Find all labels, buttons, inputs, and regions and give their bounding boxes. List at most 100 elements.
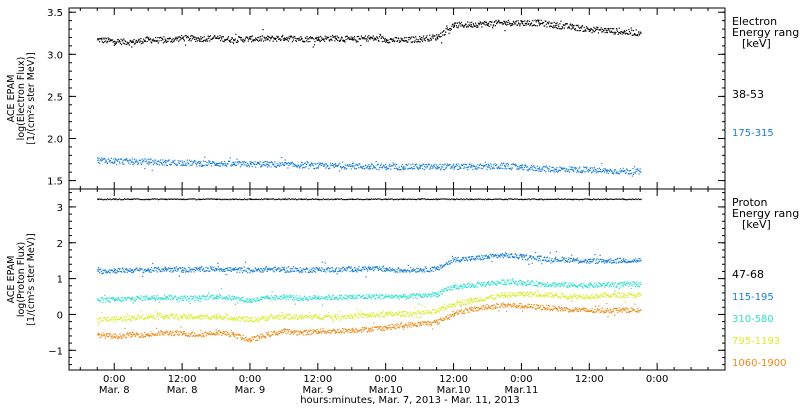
data-point xyxy=(540,170,542,172)
data-point xyxy=(259,38,261,40)
data-point xyxy=(578,171,580,173)
data-point xyxy=(296,268,299,270)
data-point xyxy=(333,298,335,300)
data-point xyxy=(577,24,579,26)
data-point xyxy=(476,25,478,27)
data-point xyxy=(114,270,116,272)
data-point xyxy=(226,39,228,41)
data-point xyxy=(329,268,331,270)
data-point xyxy=(541,263,543,265)
data-point xyxy=(437,167,439,169)
data-point xyxy=(291,41,293,43)
data-point xyxy=(260,166,262,168)
data-point xyxy=(347,266,349,268)
data-point xyxy=(250,163,252,166)
data-point xyxy=(426,35,428,37)
data-point xyxy=(334,198,337,201)
data-point xyxy=(593,283,595,285)
data-point xyxy=(590,199,592,201)
data-point xyxy=(404,168,407,170)
data-point xyxy=(235,161,237,163)
data-point xyxy=(440,265,442,267)
data-point xyxy=(173,297,175,299)
data-point xyxy=(317,165,320,167)
data-point xyxy=(529,23,532,25)
data-point xyxy=(599,283,601,285)
data-point xyxy=(563,285,565,287)
data-point xyxy=(221,288,223,290)
data-point xyxy=(451,25,453,27)
data-point xyxy=(620,261,622,263)
data-point xyxy=(584,286,586,288)
data-point xyxy=(515,20,517,22)
data-point xyxy=(121,44,123,46)
data-point xyxy=(345,164,347,166)
data-point xyxy=(172,160,174,162)
data-point xyxy=(262,161,264,164)
data-point xyxy=(156,161,158,163)
data-point xyxy=(210,268,213,270)
data-point xyxy=(620,259,623,261)
data-point xyxy=(230,270,232,272)
data-point xyxy=(624,170,626,172)
data-point xyxy=(196,268,198,270)
data-point xyxy=(143,298,145,300)
data-point xyxy=(439,198,441,200)
data-point xyxy=(487,282,489,285)
data-point xyxy=(101,39,103,41)
data-point xyxy=(567,27,569,29)
data-point xyxy=(577,198,579,201)
data-point xyxy=(251,35,253,37)
data-point xyxy=(612,262,614,264)
data-point xyxy=(527,280,529,282)
data-point xyxy=(221,163,223,165)
data-point xyxy=(477,286,479,288)
data-point xyxy=(291,198,293,200)
data-point xyxy=(450,286,452,289)
data-point xyxy=(563,282,565,284)
data-point xyxy=(402,166,405,168)
data-point xyxy=(590,27,592,30)
data-point xyxy=(125,299,127,301)
data-point xyxy=(438,167,440,169)
data-point xyxy=(252,301,254,303)
data-point xyxy=(580,27,582,29)
data-point xyxy=(115,321,117,323)
data-point xyxy=(234,296,236,298)
data-point xyxy=(619,170,621,172)
data-point xyxy=(628,260,631,262)
data-point xyxy=(544,20,546,22)
proton-ylabel-line: log(Proton Flux) xyxy=(16,242,27,317)
data-point xyxy=(454,23,456,25)
data-point xyxy=(286,297,288,299)
data-point xyxy=(118,158,120,160)
data-point xyxy=(325,163,327,165)
data-point xyxy=(322,268,324,270)
data-point xyxy=(455,287,457,290)
data-point xyxy=(626,33,628,35)
data-point xyxy=(226,314,228,316)
data-point xyxy=(229,296,231,298)
data-point xyxy=(221,38,223,40)
data-point xyxy=(524,164,526,166)
data-point xyxy=(383,164,385,166)
data-point xyxy=(201,266,203,268)
data-point xyxy=(610,30,612,32)
data-point xyxy=(118,161,120,163)
data-point xyxy=(298,297,300,299)
data-point xyxy=(168,38,170,40)
data-point xyxy=(496,254,498,256)
data-point xyxy=(339,270,342,272)
data-point xyxy=(219,35,221,37)
data-point xyxy=(211,162,213,165)
data-point xyxy=(636,260,638,262)
data-point xyxy=(515,256,517,258)
data-point xyxy=(104,317,106,319)
data-point xyxy=(108,317,110,319)
data-point xyxy=(299,295,301,297)
data-point xyxy=(227,298,230,300)
data-point xyxy=(127,160,129,162)
data-point xyxy=(548,285,550,288)
data-point xyxy=(456,198,458,200)
data-point xyxy=(184,271,187,273)
